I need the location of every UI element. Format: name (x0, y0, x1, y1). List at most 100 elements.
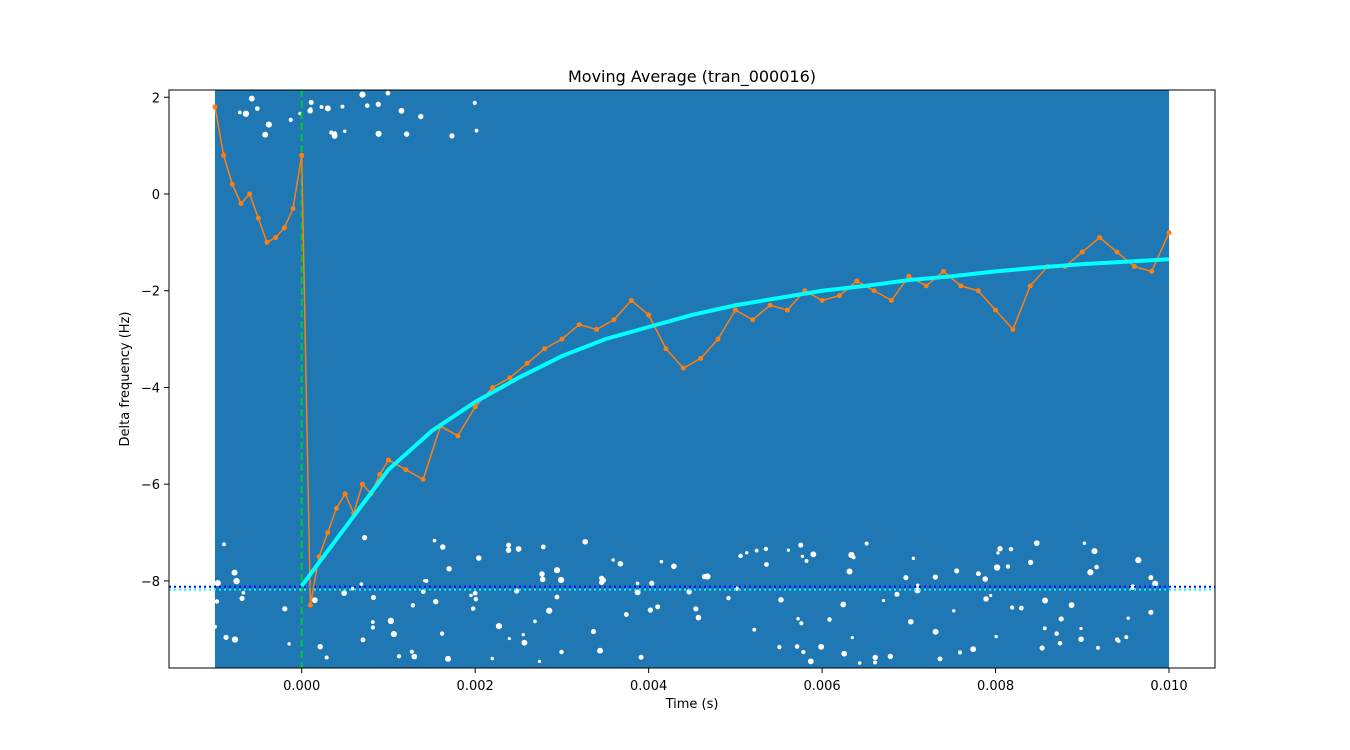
scatter-gap (799, 621, 804, 626)
scatter-gap (370, 625, 376, 630)
scatter-gap (1079, 626, 1083, 631)
scatter-gap (647, 607, 654, 613)
moving-average-point (273, 235, 279, 241)
scatter-gap (390, 631, 397, 638)
scatter-gap (433, 598, 439, 605)
scatter-gap (409, 649, 414, 654)
scatter-gap (439, 631, 445, 636)
moving-average-point (836, 293, 842, 299)
scatter-gap (537, 659, 542, 664)
scatter-gap (539, 576, 546, 583)
scatter-gap (873, 660, 878, 665)
y-tick-label: −6 (141, 478, 160, 493)
x-tick-label: 0.010 (1150, 679, 1187, 694)
scatter-gap (1094, 564, 1099, 570)
scatter-gap (1018, 605, 1024, 611)
scatter-gap (559, 649, 564, 655)
scatter-gap (359, 582, 364, 586)
moving-average-point (819, 297, 825, 303)
moving-average-point (307, 602, 313, 608)
scatter-gap (807, 658, 814, 665)
scatter-gap (506, 542, 512, 548)
scatter-gap (329, 130, 334, 135)
scatter-gap (362, 535, 368, 541)
scatter-gap (546, 607, 553, 614)
scatter-gap (473, 596, 479, 602)
moving-average-point (698, 355, 704, 361)
scatter-gap (1008, 546, 1014, 552)
scatter-gap (1078, 636, 1084, 642)
scatter-gap (1091, 548, 1098, 555)
scatter-gap (1042, 597, 1049, 604)
scatter-gap (763, 546, 769, 552)
moving-average-point (212, 104, 218, 110)
scatter-gap (340, 104, 345, 109)
x-tick-label: 0.004 (630, 679, 667, 694)
moving-average-points (212, 104, 1172, 608)
scatter-gap (533, 619, 537, 624)
moving-average-point (559, 336, 565, 342)
scatter-gap (989, 593, 993, 598)
moving-average-point (490, 384, 496, 390)
scatter-gap (704, 573, 711, 580)
scatter-gap (385, 90, 391, 96)
moving-average-point (767, 302, 773, 308)
scatter-gap (798, 542, 804, 548)
moving-average-point (377, 472, 383, 478)
scatter-gap (505, 547, 512, 553)
moving-average-point (750, 317, 756, 323)
scatter-gap (1054, 631, 1059, 636)
scatter-gap (1058, 616, 1064, 622)
scatter-gap (582, 538, 589, 545)
scatter-gap (777, 644, 782, 650)
moving-average-point (333, 505, 339, 511)
scatter-gap (411, 653, 418, 660)
moving-average-point (524, 360, 530, 366)
scatter-gap (881, 598, 886, 603)
scatter-gap (423, 579, 427, 583)
scatter-gap (507, 636, 511, 641)
moving-average-point (941, 268, 947, 274)
scatter-gap (469, 593, 473, 598)
moving-average-point (784, 307, 790, 313)
scatter-gap (387, 617, 395, 625)
scatter-gap (248, 95, 255, 102)
scatter-gap (671, 563, 677, 570)
scatter-gap (1087, 569, 1094, 576)
scatter-gap (307, 108, 313, 114)
scatter-gap (403, 131, 410, 137)
scatter-gap (476, 555, 482, 561)
scatter-gap (231, 569, 238, 576)
scatter-gap (287, 642, 291, 646)
scatter-gap (857, 661, 862, 665)
scatter-gap (432, 538, 437, 543)
fit-curve (300, 257, 1170, 587)
scatter-gap (364, 103, 370, 108)
scatter-gap (649, 580, 655, 586)
scatter-gap (872, 654, 878, 661)
moving-average-point (680, 365, 686, 371)
scatter-gap (745, 551, 749, 555)
scatter-gap (996, 551, 1000, 555)
moving-average-point (888, 297, 894, 303)
scatter-gap (554, 594, 560, 600)
moving-average-point (975, 288, 981, 294)
moving-average-point (854, 278, 860, 284)
scatter-gap (932, 574, 938, 580)
scatter-gap (319, 104, 324, 109)
scatter-gap (1033, 540, 1040, 546)
scatter-gap (659, 559, 664, 564)
plot-area (169, 90, 1215, 668)
moving-average-point (221, 152, 227, 158)
scatter-gap (265, 121, 272, 128)
scatter-gap (1027, 559, 1034, 566)
scatter-gap (997, 546, 1003, 552)
scatter-gap (908, 618, 914, 625)
scatter-gap (954, 568, 960, 574)
scatter-gap (521, 639, 528, 646)
moving-average-point (993, 307, 999, 313)
moving-average-point (1027, 283, 1033, 289)
scatter-gap (213, 624, 217, 629)
scatter-gap (254, 106, 260, 111)
moving-average-point (1149, 268, 1155, 274)
